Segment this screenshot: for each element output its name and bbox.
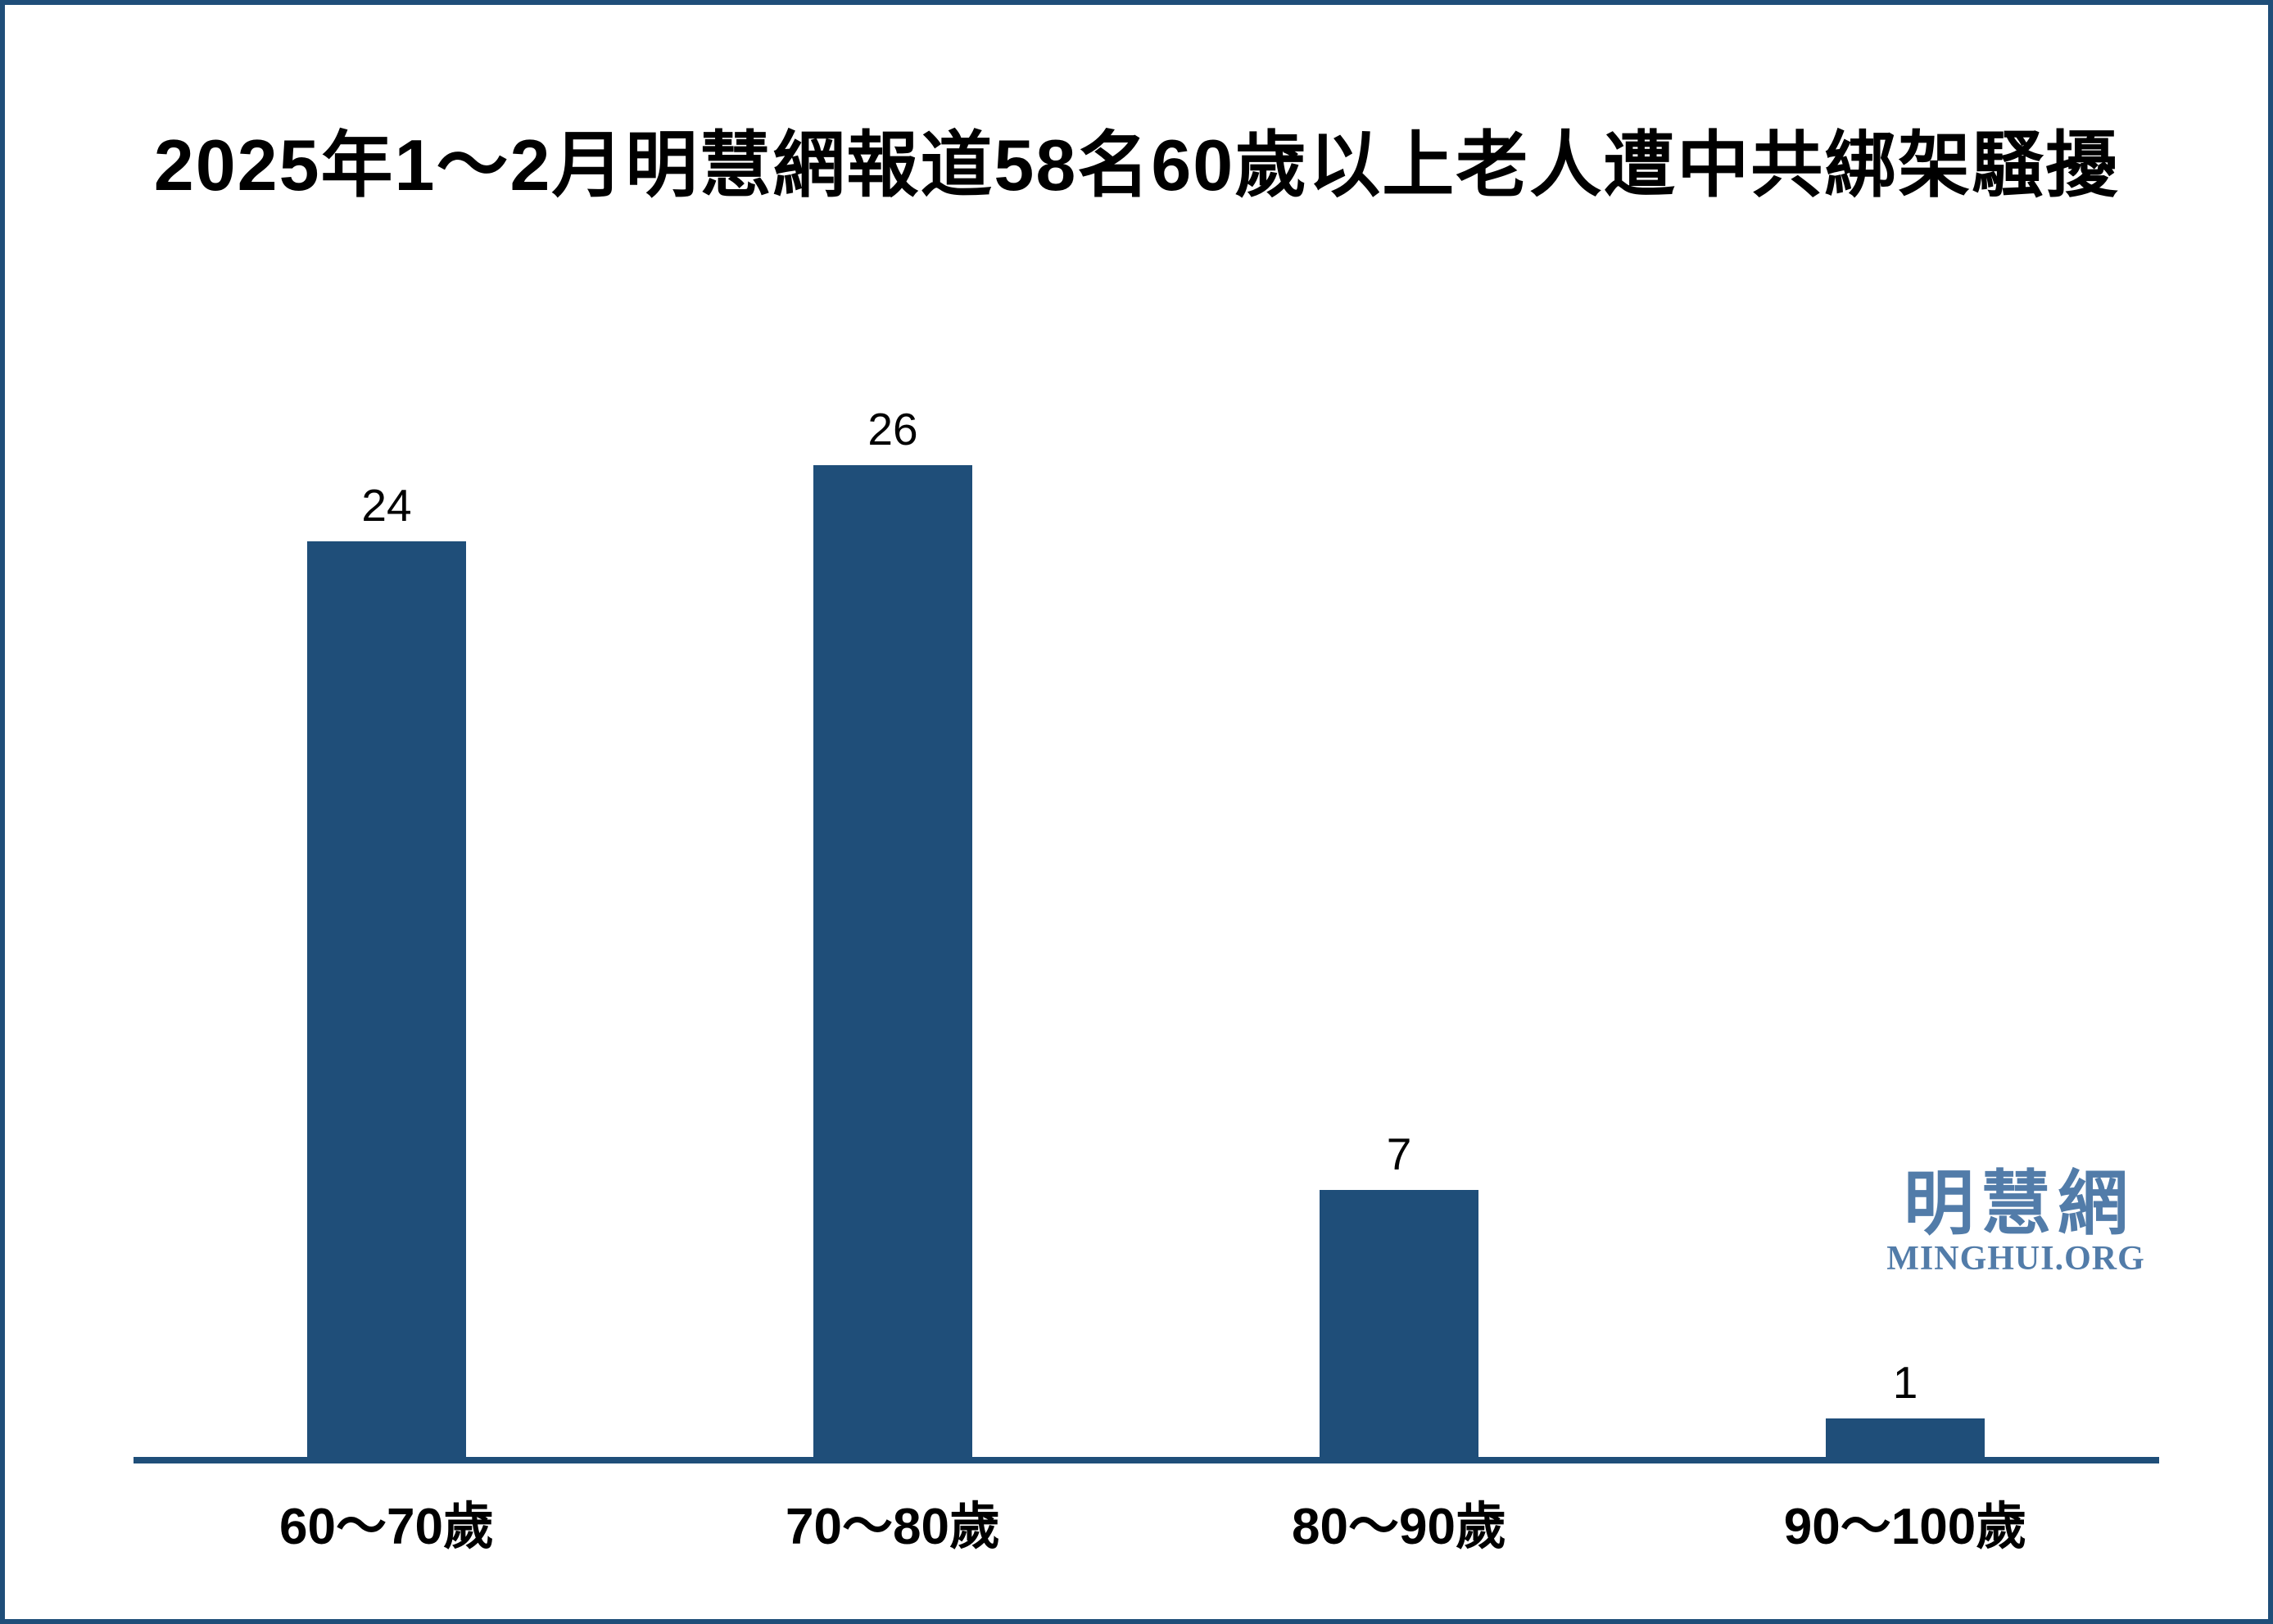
x-axis-category-label: 90～100歲 — [1783, 1499, 2027, 1555]
bar — [1320, 1190, 1478, 1457]
x-axis-category-label: 70～80歲 — [786, 1499, 1000, 1555]
chart-title: 2025年1～2月明慧網報道58名60歲以上老人遭中共綁架騷擾 — [153, 124, 2120, 206]
x-axis-line — [134, 1457, 2159, 1463]
bar-value-label: 7 — [1386, 1129, 1412, 1179]
x-axis-category-label: 60～70歲 — [279, 1499, 494, 1555]
bar-value-label: 26 — [867, 404, 918, 455]
x-axis-category-label: 80～90歲 — [1292, 1499, 1506, 1555]
plot-area: 24 60～70歲 26 70～80歲 7 80～90歲 1 90～100歲 — [5, 5, 2268, 1619]
bar — [813, 465, 972, 1457]
minghui-logo: 明慧網 MINGHUI.ORG — [1886, 1168, 2146, 1276]
bar — [1826, 1418, 1985, 1457]
minghui-logo-url-text: MINGHUI.ORG — [1886, 1240, 2145, 1278]
bar-value-label: 1 — [1892, 1357, 1918, 1408]
bar-value-label: 24 — [361, 480, 412, 531]
bar — [307, 541, 466, 1457]
minghui-logo-cjk-text: 明慧網 — [1904, 1165, 2135, 1243]
